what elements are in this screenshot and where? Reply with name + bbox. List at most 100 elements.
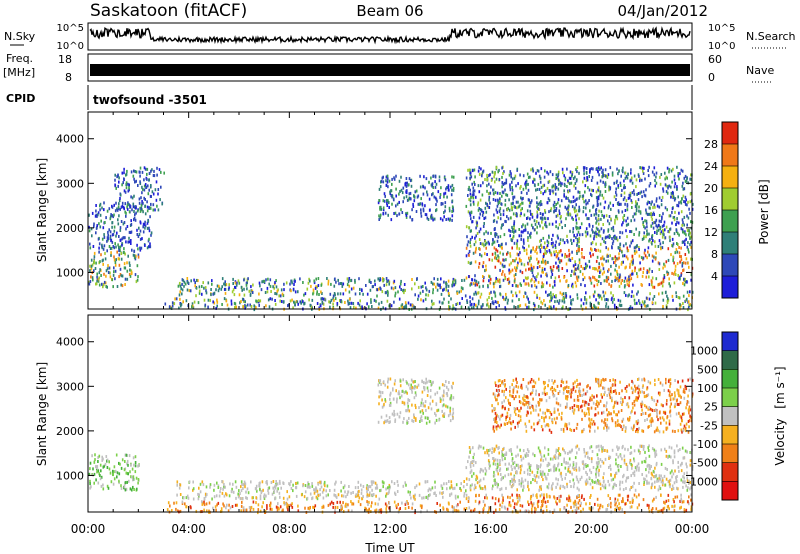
nsky-tick-high: 10^5 bbox=[57, 23, 84, 34]
colorbar-tick-label: 20 bbox=[704, 182, 718, 195]
y-tick-label: 1000 bbox=[56, 469, 84, 482]
freq-unit: [MHz] bbox=[3, 66, 35, 79]
colorbar-swatch bbox=[722, 188, 738, 211]
nave-label: Nave bbox=[746, 64, 774, 77]
x-tick-label: 16:00 bbox=[473, 522, 508, 536]
nsky-tick-low: 10^0 bbox=[57, 41, 84, 52]
scatter-region bbox=[465, 245, 694, 289]
freq-panel bbox=[87, 53, 693, 82]
colorbar-swatch bbox=[722, 232, 738, 255]
power-colorbar-label: Power [dB] bbox=[757, 179, 771, 244]
colorbar-tick-label: 24 bbox=[704, 160, 718, 173]
scatter-region bbox=[377, 377, 455, 425]
colorbar-tick-label: 100 bbox=[697, 382, 718, 395]
scatter-region bbox=[377, 174, 455, 222]
colorbar-swatch bbox=[722, 144, 738, 167]
station-title: Saskatoon (fitACF) bbox=[90, 1, 247, 21]
scatter-region bbox=[88, 201, 153, 253]
scatter-region bbox=[491, 377, 694, 434]
colorbar-swatch bbox=[722, 166, 738, 189]
scatter-region bbox=[466, 290, 694, 312]
velocity-ylabel: Slant Range [km] bbox=[35, 362, 49, 466]
x-tick-label: 00:00 bbox=[675, 522, 710, 536]
colorbar-swatch bbox=[722, 254, 738, 277]
colorbar-tick-label: 8 bbox=[711, 248, 718, 261]
colorbar-tick-label: 500 bbox=[697, 363, 718, 376]
x-tick-label: 00:00 bbox=[71, 522, 106, 536]
nave-tick-low: 0 bbox=[708, 71, 715, 84]
velocity-colorbar: 1000 500 100 25 -25 -100 -500 -1000 bbox=[686, 331, 739, 501]
x-tick-label: 20:00 bbox=[574, 522, 609, 536]
colorbar-tick-label: -25 bbox=[700, 419, 718, 432]
scatter-region bbox=[88, 453, 140, 492]
y-tick-label: 4000 bbox=[56, 336, 84, 349]
y-tick-label: 3000 bbox=[56, 177, 84, 190]
velocity-colorbar-label: Velocity [m s⁻¹] bbox=[773, 366, 787, 465]
nsearch-tick-low: 10^0 bbox=[708, 41, 735, 52]
velocity-colorbar-label-unit: [m s⁻¹] bbox=[773, 366, 787, 408]
nsearch-tick-high: 10^5 bbox=[708, 23, 735, 34]
power-scatter bbox=[88, 165, 694, 312]
nsky-trace bbox=[89, 26, 691, 45]
colorbar-tick-label: -100 bbox=[693, 438, 718, 451]
y-tick-label: 4000 bbox=[56, 133, 84, 146]
nsky-panel bbox=[87, 22, 693, 51]
nsky-label: N.Sky bbox=[4, 30, 36, 43]
colorbar-swatch bbox=[722, 481, 738, 501]
colorbar-tick-label: 16 bbox=[704, 204, 718, 217]
freq-band bbox=[90, 64, 690, 76]
colorbar-swatch bbox=[722, 425, 738, 445]
date-title: 04/Jan/2012 bbox=[618, 2, 709, 20]
x-tick-label: 12:00 bbox=[373, 522, 408, 536]
velocity-colorbar-label-main: Velocity bbox=[773, 419, 787, 466]
colorbar-tick-label: 1000 bbox=[690, 345, 718, 358]
scatter-region bbox=[166, 500, 466, 515]
velocity-axes: 1000 2000 3000 4000 bbox=[56, 315, 693, 512]
freq-tick-low: 8 bbox=[65, 71, 72, 84]
colorbar-swatch bbox=[722, 350, 738, 370]
colorbar-tick-label: 4 bbox=[711, 270, 718, 283]
y-tick-label: 1000 bbox=[56, 266, 84, 279]
colorbar-tick-label: 25 bbox=[704, 401, 718, 414]
power-ylabel: Slant Range [km] bbox=[35, 158, 49, 262]
colorbar-tick-label: 12 bbox=[704, 226, 718, 239]
nave-tick-high: 60 bbox=[708, 53, 722, 66]
freq-label: Freq. bbox=[6, 52, 33, 65]
colorbar-tick-label: -500 bbox=[693, 457, 718, 470]
scatter-region bbox=[176, 479, 467, 501]
colorbar-swatch bbox=[722, 332, 738, 352]
cpid-value: twofsound -3501 bbox=[93, 93, 207, 107]
colorbar-swatch bbox=[722, 462, 738, 482]
colorbar-frame bbox=[721, 331, 739, 501]
colorbar-swatch bbox=[722, 210, 738, 233]
colorbar-swatch bbox=[722, 369, 738, 389]
x-tick-label: 04:00 bbox=[171, 522, 206, 536]
velocity-scatter bbox=[88, 377, 694, 515]
x-axis-label: Time UT bbox=[364, 541, 415, 554]
colorbar-swatch bbox=[722, 388, 738, 408]
nsky-trace-line bbox=[89, 26, 691, 45]
beam-title: Beam 06 bbox=[356, 2, 423, 20]
freq-tick-high: 18 bbox=[58, 53, 72, 66]
colorbar-swatch bbox=[722, 122, 738, 145]
y-tick-label: 2000 bbox=[56, 425, 84, 438]
x-tick-label: 08:00 bbox=[272, 522, 307, 536]
y-tick-label: 3000 bbox=[56, 380, 84, 393]
scatter-region bbox=[88, 250, 140, 289]
scatter-region bbox=[177, 277, 467, 298]
colorbar-swatch bbox=[722, 276, 738, 299]
colorbar-swatch bbox=[722, 406, 738, 426]
colorbar-tick-label: 28 bbox=[704, 138, 718, 151]
power-colorbar: 4 8 12 16 20 24 28 bbox=[704, 121, 739, 299]
scatter-region bbox=[465, 493, 694, 514]
colorbar-swatch bbox=[722, 444, 738, 464]
y-tick-label: 2000 bbox=[56, 222, 84, 235]
colorbar-tick-label: -1000 bbox=[686, 475, 718, 488]
cpid-label: CPID bbox=[6, 92, 35, 105]
scatter-region bbox=[465, 165, 694, 249]
scatter-region bbox=[465, 444, 694, 492]
nsearch-label: N.Search bbox=[746, 30, 796, 43]
scatter-region bbox=[113, 166, 165, 213]
power-axes: 1000 2000 3000 4000 bbox=[56, 112, 693, 309]
